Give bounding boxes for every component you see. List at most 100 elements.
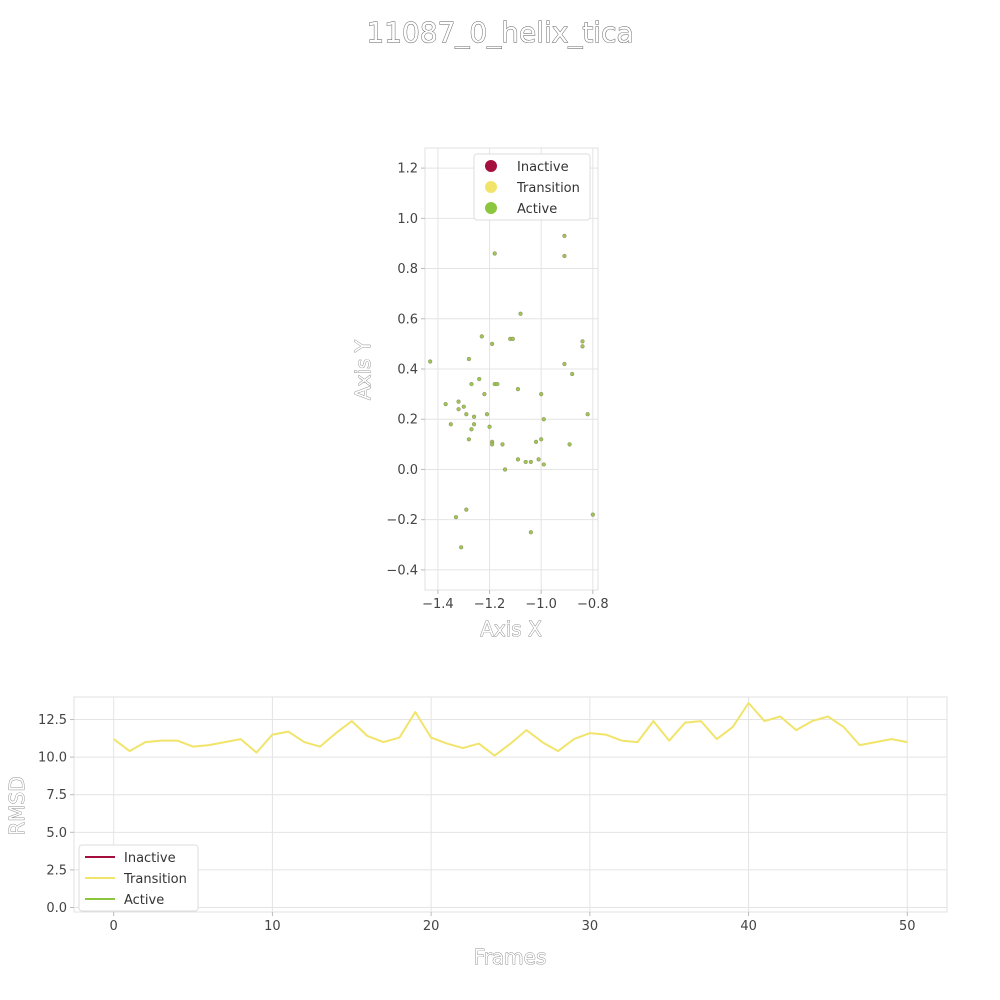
scatter-point	[539, 437, 544, 442]
scatter-point	[469, 381, 474, 387]
line-y-tick-label: 10.0	[38, 751, 67, 766]
scatter-point	[428, 359, 433, 364]
scatter-point	[448, 422, 453, 427]
scatter-x-axis-label: Axis X	[480, 617, 542, 641]
scatter-y-tick-label: 0.8	[397, 262, 418, 277]
series-line-transition	[113, 702, 908, 757]
scatter-point	[515, 386, 521, 392]
line-y-tick-label: 7.5	[46, 788, 67, 803]
scatter-y-tick-label: 0.4	[397, 363, 418, 378]
scatter-legend-box	[473, 153, 591, 221]
scatter-x-tick-label: −1.4	[422, 597, 454, 612]
line-y-tick-label: 0.0	[46, 901, 67, 916]
line-legend-label-inactive: Inactive	[124, 851, 176, 866]
scatter-legend-label-inactive: Inactive	[517, 160, 569, 175]
scatter-point	[469, 427, 474, 432]
scatter-point	[502, 467, 508, 472]
scatter-point	[495, 381, 500, 387]
line-x-tick-label: 20	[423, 919, 440, 934]
scatter-point	[490, 341, 495, 346]
scatter-point	[533, 439, 539, 444]
scatter-y-tick-label: 0.0	[397, 463, 418, 478]
page-title: 11087_0_helix_tica	[366, 16, 633, 49]
scatter-point	[456, 399, 461, 404]
line-y-tick-label: 12.5	[38, 713, 67, 728]
scatter-point	[443, 402, 448, 407]
scatter-point	[461, 404, 466, 409]
scatter-legend-marker-transition	[485, 181, 497, 193]
scatter-point	[464, 412, 469, 417]
scatter-point	[536, 457, 541, 462]
scatter-point	[487, 424, 492, 429]
scatter-point	[453, 515, 459, 520]
scatter-x-tick-label: −1.0	[525, 597, 557, 612]
scatter-point	[580, 339, 585, 344]
scatter-point	[479, 334, 484, 339]
scatter-point	[567, 442, 572, 447]
line-legend: Inactive Transition Active	[78, 844, 199, 912]
scatter-panel: −1.4 −1.2 −1.0 −0.8 −0.4 −0.2 0.0 0.2 0.4 0.6 0.8 1…	[351, 147, 609, 641]
scatter-point	[528, 530, 533, 535]
scatter-point	[580, 344, 585, 349]
line-x-tick-label: 40	[740, 919, 757, 934]
scatter-legend-marker-active	[485, 202, 497, 214]
scatter-point	[590, 512, 595, 517]
scatter-point	[515, 457, 521, 462]
line-legend-label-transition: Transition	[123, 872, 187, 887]
line-y-tick-label: 2.5	[46, 863, 67, 878]
scatter-point	[459, 545, 464, 550]
scatter-point	[466, 437, 471, 442]
scatter-point	[562, 253, 567, 259]
scatter-legend-label-transition: Transition	[516, 181, 580, 196]
scatter-y-tick-label: −0.4	[386, 563, 418, 578]
scatter-y-tick-label: −0.2	[386, 513, 418, 528]
line-y-axis-label: RMSD	[5, 776, 29, 835]
scatter-y-tick-label: 0.6	[397, 312, 418, 327]
scatter-point	[477, 376, 482, 382]
line-panel: 0 10 20 30 40 50 0.0 2.5 5.0 7.5 10.0 12.5 Frames R…	[5, 696, 948, 969]
line-ticks: 0 10 20 30 40 50 0.0 2.5 5.0 7.5 10.0 12.5	[38, 713, 916, 934]
line-x-tick-label: 30	[582, 919, 599, 934]
scatter-point	[518, 311, 523, 316]
scatter-y-tick-label: 0.2	[397, 413, 418, 428]
line-x-tick-label: 50	[899, 919, 916, 934]
line-legend-label-active: Active	[124, 893, 164, 908]
scatter-point	[490, 442, 495, 447]
scatter-point	[492, 251, 497, 256]
scatter-point	[562, 233, 567, 238]
scatter-point	[562, 361, 567, 367]
line-y-tick-label: 5.0	[46, 826, 67, 841]
scatter-y-tick-label: 1.2	[397, 162, 418, 177]
scatter-ticks: −1.4 −1.2 −1.0 −0.8 −0.4 −0.2 0.0 0.2 0.4 0.6 0.8 1…	[386, 162, 608, 612]
scatter-legend: Inactive Transition Active	[473, 153, 591, 221]
scatter-x-tick-label: −1.2	[474, 597, 506, 612]
scatter-point	[585, 412, 590, 417]
line-x-axis-label: Frames	[474, 945, 547, 969]
line-series	[113, 702, 908, 757]
scatter-y-tick-label: 1.0	[397, 212, 418, 227]
scatter-point	[570, 371, 575, 377]
scatter-point	[510, 336, 515, 341]
scatter-legend-label-active: Active	[517, 202, 557, 217]
scatter-point	[523, 459, 528, 465]
line-x-tick-label: 10	[264, 919, 281, 934]
scatter-point	[528, 459, 533, 465]
scatter-legend-marker-inactive	[485, 160, 497, 172]
scatter-points	[428, 233, 595, 550]
line-grid	[74, 697, 947, 912]
scatter-point	[471, 414, 477, 419]
scatter-point	[484, 412, 490, 417]
scatter-point	[471, 422, 477, 427]
scatter-x-tick-label: −0.8	[577, 597, 609, 612]
scatter-point	[482, 392, 487, 397]
line-x-tick-label: 0	[110, 919, 118, 934]
scatter-point	[500, 442, 505, 447]
scatter-point	[466, 356, 471, 362]
line-plot-area	[73, 696, 948, 913]
scatter-point	[541, 417, 546, 422]
scatter-point	[456, 407, 461, 412]
scatter-point	[539, 392, 544, 397]
scatter-point	[464, 507, 469, 512]
scatter-y-axis-label: Axis Y	[351, 339, 375, 400]
